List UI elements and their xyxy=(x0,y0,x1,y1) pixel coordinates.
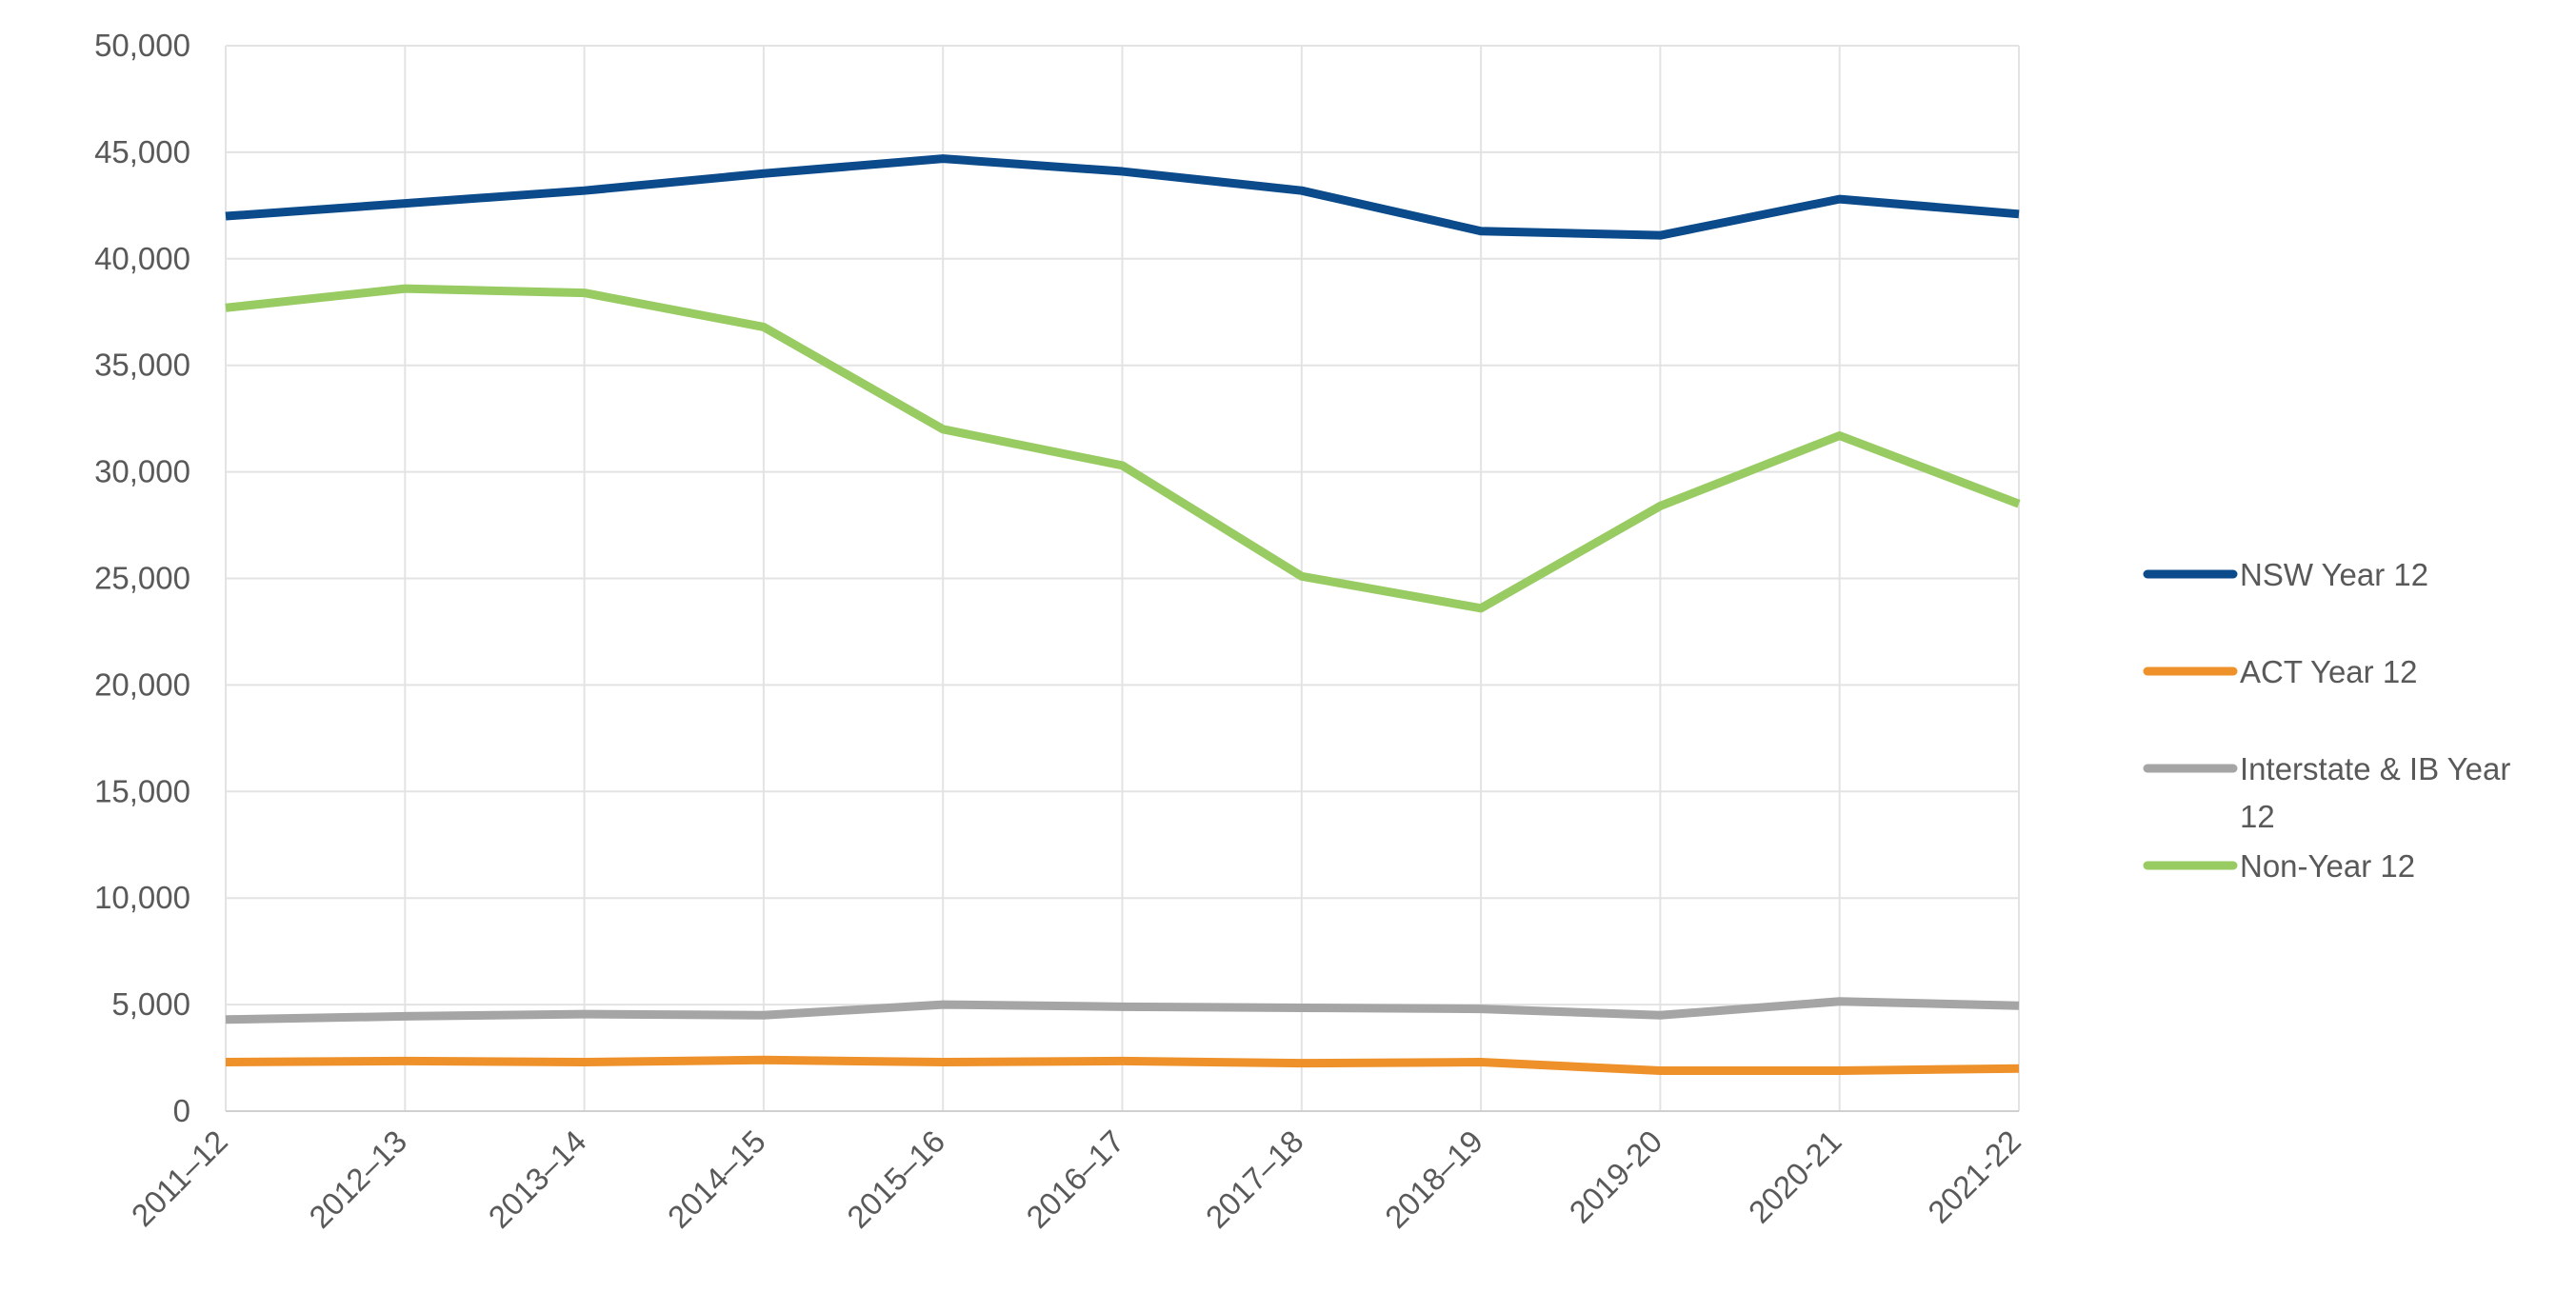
legend: NSW Year 12 ACT Year 12 Interstate & IB Ye… xyxy=(2143,557,2510,884)
y-tick-label: 10,000 xyxy=(94,880,190,915)
x-tick-label: 2015–16 xyxy=(840,1124,951,1235)
y-tick-label: 20,000 xyxy=(94,666,190,702)
x-tick-label: 2012–13 xyxy=(302,1124,413,1235)
y-tick-label: 35,000 xyxy=(94,348,190,383)
y-tick-label: 25,000 xyxy=(94,561,190,596)
x-tick-label: 2017–18 xyxy=(1199,1124,1310,1235)
gridlines xyxy=(225,45,2020,1111)
legend-label-interstate-ib-year-12: Interstate & IB Year 12 xyxy=(2240,751,2510,834)
y-tick-label: 15,000 xyxy=(94,773,190,808)
x-tick-label: 2018–19 xyxy=(1378,1124,1489,1235)
x-tick-label: 2020-21 xyxy=(1742,1124,1848,1230)
y-tick-label: 40,000 xyxy=(94,241,190,276)
x-tick-label: 2013–14 xyxy=(482,1124,593,1235)
legend-label-non-year-12: Non-Year 12 xyxy=(2240,848,2415,884)
series-line-nsw-year-12 xyxy=(225,154,2020,240)
y-tick-label: 30,000 xyxy=(94,454,190,489)
legend-label-act-year-12: ACT Year 12 xyxy=(2240,654,2418,689)
x-tick-label: 2011–12 xyxy=(125,1124,234,1233)
x-tick-label: 2016–17 xyxy=(1019,1124,1130,1235)
x-tick-label: 2021-22 xyxy=(1921,1124,2027,1230)
y-tick-label: 45,000 xyxy=(94,134,190,169)
y-tick-label: 5,000 xyxy=(111,986,190,1022)
x-axis: 2011–12 2012–13 2013–14 2014–15 2015–16 2016–… xyxy=(125,1110,2027,1235)
legend-label-nsw-year-12: NSW Year 12 xyxy=(2240,557,2428,592)
x-tick-label: 2014–15 xyxy=(661,1124,772,1235)
y-axis: 0 5,000 10,000 15,000 20,000 25,000 30,000 35,0… xyxy=(94,28,190,1128)
series-line-act-year-12 xyxy=(225,1055,2020,1075)
y-tick-label: 0 xyxy=(173,1093,190,1128)
series-lines xyxy=(225,154,2021,1075)
series-line-non-year-12 xyxy=(225,284,2021,613)
x-tick-label: 2019-20 xyxy=(1563,1124,1669,1230)
y-tick-label: 50,000 xyxy=(94,28,190,63)
series-line-interstate-ib-year-12 xyxy=(225,997,2020,1024)
